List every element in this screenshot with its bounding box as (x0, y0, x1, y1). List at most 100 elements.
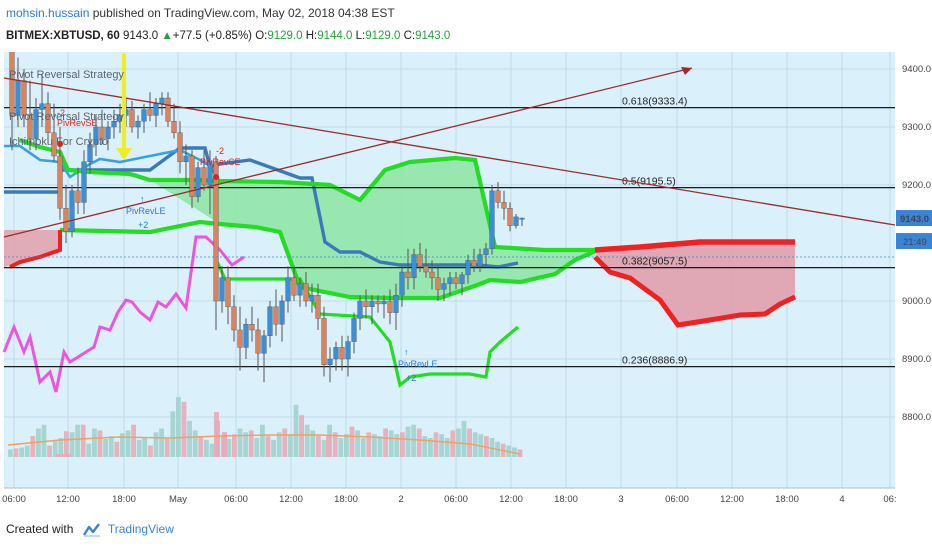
volume-bar (276, 432, 282, 457)
volume-bar (422, 436, 428, 457)
trend-arrow-head (681, 67, 692, 75)
candle-body (303, 283, 309, 302)
candle-body (357, 300, 363, 319)
volume-bar (159, 428, 164, 457)
candle-body (393, 294, 399, 313)
kijun-line (4, 146, 519, 269)
volume-bar (66, 454, 71, 457)
candle-body (441, 283, 447, 290)
volume-bar (411, 424, 416, 457)
candle-body (141, 109, 147, 122)
price-chart[interactable]: 0.618(9333.4) 0.5(9195.5) 0.382(9057.5) 0.2… (0, 52, 932, 514)
candle-body (273, 306, 279, 325)
volume-bar (181, 401, 187, 457)
candle-body (177, 132, 183, 163)
signal-label: PivRevSE (200, 157, 241, 167)
volume-bar (372, 434, 377, 457)
long-arrow-icon: ↑ (404, 347, 409, 357)
candle-body (39, 103, 45, 110)
volume-bar (467, 428, 472, 457)
time-tick-label: 12:00 (720, 494, 744, 505)
volume-bar (484, 436, 489, 457)
close-label: C: (403, 30, 416, 42)
footer: Created with TradingView (6, 522, 174, 537)
candle-body (453, 277, 459, 284)
volume-bar (321, 439, 327, 457)
low-value: 9129.0 (365, 30, 401, 42)
price-axis-bg (896, 52, 932, 488)
time-axis[interactable]: 06:00 12:00 18:00 May 06:00 12:00 18:00 2 06:00 1… (0, 487, 932, 514)
publisher-line: mohsin.hussain published on TradingView.… (6, 6, 395, 20)
candle-body (501, 202, 507, 209)
candle-body (369, 300, 375, 308)
fib-label: 0.382(9057.5) (622, 256, 687, 268)
price-tick-label: 9200.0 (902, 180, 931, 191)
time-tick-label: 06:00 (2, 494, 26, 505)
time-tick-label: 06:00 (444, 494, 468, 505)
author-link[interactable]: mohsin.hussain (6, 6, 90, 20)
volume-bar (120, 433, 125, 457)
volume-bars (7, 397, 523, 457)
senkou-a-line (19, 138, 598, 253)
signal-label: PivRevSE (57, 118, 98, 128)
candle-body (159, 97, 165, 105)
candle-body (345, 341, 351, 360)
candle-body (429, 271, 435, 279)
low-label: L: (355, 30, 366, 42)
volume-bar (439, 434, 444, 457)
candle-body (351, 318, 357, 342)
lower-green-line (213, 256, 520, 388)
price-tick-label: 9000.0 (902, 296, 931, 307)
volume-bar (24, 445, 30, 457)
volume-bar (299, 415, 304, 457)
candle-body (213, 161, 219, 302)
volume-bar (75, 424, 80, 457)
volume-bar (103, 438, 108, 457)
volume-bar (222, 432, 227, 457)
tradingview-brand[interactable]: TradingView (107, 522, 174, 536)
candle-body (195, 167, 201, 197)
volume-bar (214, 412, 219, 457)
volume-bar (489, 438, 495, 457)
volume-bar (64, 431, 69, 457)
volume-bar (304, 424, 310, 457)
time-tick-label: 06:00 (665, 494, 689, 505)
candle-body (99, 126, 105, 139)
bearish-cloud-right (595, 242, 795, 325)
uptrend-line (3, 67, 693, 238)
price-axis[interactable]: 9400.0 9300.0 9200.0 9000.0 8900.0 8800.0 9143… (896, 52, 932, 488)
red-span-upper (594, 239, 795, 253)
time-tick-label: 06: (883, 494, 896, 505)
open-value: 9129.0 (267, 30, 303, 42)
lagging-span-line (2, 235, 245, 393)
candle-body (327, 358, 333, 366)
volume-bar (164, 438, 170, 457)
time-tick-label: May (169, 494, 187, 505)
time-tick-label: 18:00 (775, 494, 799, 505)
signal-label: PivRevLE (398, 359, 438, 369)
candle-body (129, 109, 135, 128)
long-arrow-icon: ↑ (140, 194, 145, 204)
volume-bar (377, 436, 383, 457)
volume-bar (52, 439, 58, 457)
yellow-marker-head (116, 148, 132, 160)
volume-bar (125, 430, 131, 457)
candle-body (93, 126, 99, 145)
candle-body (507, 207, 513, 226)
candle-body (267, 306, 273, 337)
price-change: +77.5 (+0.85%) (172, 30, 253, 42)
candle-body (477, 254, 483, 267)
volume-ma-line (7, 434, 521, 455)
candle-body (183, 155, 189, 163)
indicator-label-3: Ichimoku For Crypto (9, 136, 108, 148)
candle-body (297, 283, 303, 296)
last-price-label: 9143.0 (900, 214, 929, 225)
candle-body (219, 277, 225, 302)
volume-bar (176, 397, 181, 457)
close-value: 9143.0 (415, 30, 451, 42)
candle-body (69, 190, 75, 232)
volume-bar (170, 411, 176, 457)
time-tick-label: 06:00 (224, 494, 248, 505)
candle-body (285, 277, 291, 302)
candle-body (399, 271, 405, 296)
